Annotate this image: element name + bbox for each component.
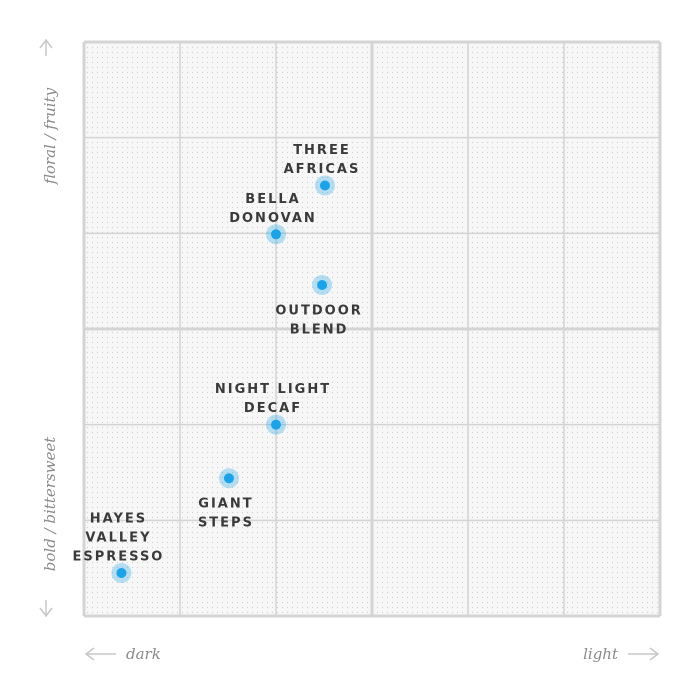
point-label: VALLEY bbox=[85, 530, 151, 545]
x-label-high: light bbox=[583, 645, 619, 663]
point bbox=[223, 473, 234, 484]
point bbox=[116, 567, 127, 578]
point-label: ESPRESSO bbox=[73, 549, 165, 564]
arrow-left bbox=[84, 647, 116, 661]
point bbox=[319, 180, 330, 191]
arrow-right bbox=[628, 647, 660, 661]
point-label: AFRICAS bbox=[284, 162, 361, 177]
point-label: GIANT bbox=[198, 497, 253, 512]
point-label: HAYES bbox=[90, 511, 147, 526]
axis-arrows bbox=[39, 38, 660, 661]
point-label: NIGHT LIGHT bbox=[215, 382, 331, 397]
point-label: BELLA bbox=[245, 192, 300, 207]
point bbox=[271, 419, 281, 430]
point bbox=[317, 279, 328, 290]
point-label: OUTDOOR bbox=[275, 303, 362, 318]
point-label: DECAF bbox=[244, 401, 302, 416]
arrow-up bbox=[39, 38, 53, 56]
point bbox=[271, 229, 281, 240]
grid bbox=[82, 40, 662, 618]
point-label: THREE bbox=[293, 143, 351, 158]
x-label-low: dark bbox=[126, 645, 161, 663]
point-label: DONOVAN bbox=[229, 211, 317, 226]
y-label-low: bold / bittersweet bbox=[41, 436, 59, 571]
point-label: STEPS bbox=[198, 516, 254, 531]
y-label-high: floral / fruity bbox=[41, 87, 59, 185]
point-label: BLEND bbox=[290, 322, 349, 337]
arrow-down bbox=[39, 600, 53, 618]
